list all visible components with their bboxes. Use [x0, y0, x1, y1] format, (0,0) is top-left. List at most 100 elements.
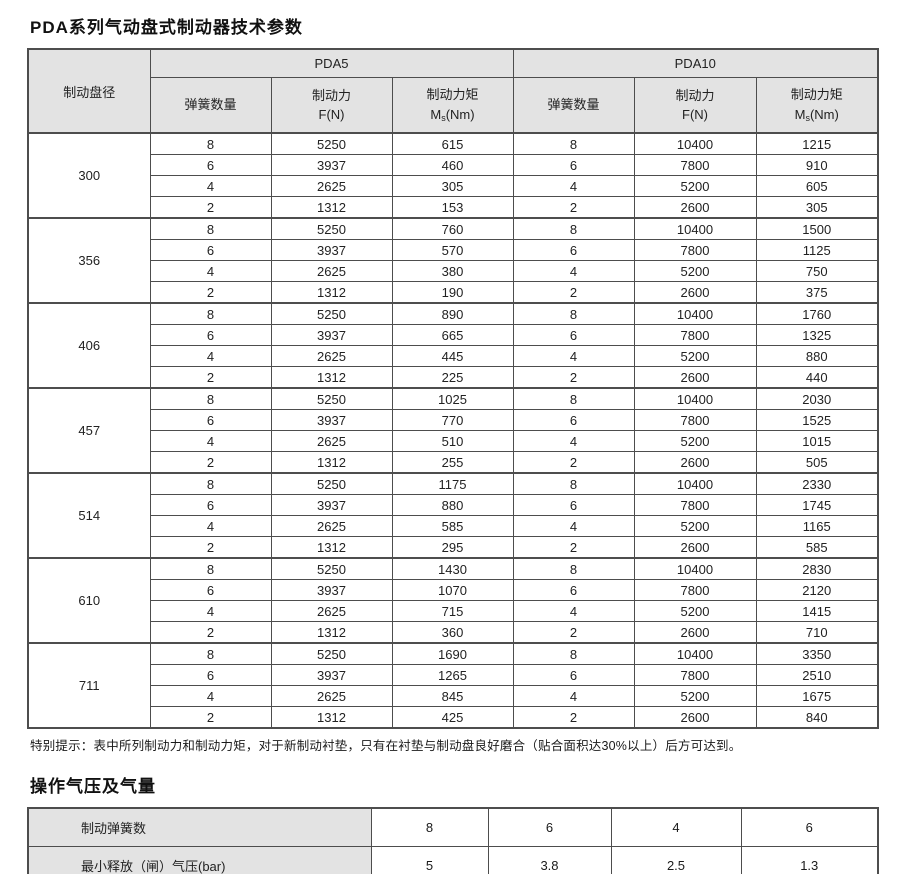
force-cell: 7800	[633, 324, 757, 346]
diameter-cell: 300	[27, 132, 151, 219]
op-row-label: 制动弹簧数	[27, 807, 372, 847]
force-cell: 5250	[270, 387, 393, 410]
force-cell: 10400	[633, 557, 757, 580]
table-row: 2 1312 425 2 2600 840	[28, 706, 879, 729]
torque-cell: 305	[391, 175, 514, 197]
torque-cell: 1415	[755, 600, 879, 622]
force-cell: 3937	[270, 239, 393, 261]
spring-count-cell: 8	[149, 387, 272, 410]
pda5-group-header: PDA5	[149, 48, 514, 78]
op-value-cell: 4	[610, 807, 742, 847]
pda10-torque-header: 制动力矩 Ms(Nm)	[755, 77, 879, 134]
table-row: 2 1312 153 2 2600 305	[28, 196, 879, 219]
torque-cell: 1125	[755, 239, 879, 261]
force-cell: 7800	[633, 154, 757, 176]
spring-count-cell: 6	[149, 494, 272, 516]
op-value-cell: 3.8	[487, 846, 612, 874]
main-spec-table: 制动盘径 PDA5 PDA10 弹簧数量 制动力 F(N) 制动力矩 Ms(Nm…	[27, 48, 879, 729]
force-cell: 5200	[633, 430, 757, 452]
op-row-label: 最小释放（闸）气压(bar)	[27, 846, 372, 874]
pda5-springs-header: 弹簧数量	[149, 77, 272, 134]
table-row: 4 2625 585 4 5200 1165	[28, 515, 879, 537]
torque-cell: 1175	[391, 472, 514, 495]
force-cell: 2600	[633, 281, 757, 304]
torque-cell: 1265	[391, 664, 514, 686]
spring-count-cell: 8	[149, 472, 272, 495]
force-cell: 2600	[633, 706, 757, 729]
force-cell: 2600	[633, 196, 757, 219]
spring-count-cell: 2	[149, 451, 272, 474]
force-cell: 2625	[270, 260, 393, 282]
force-cell: 7800	[633, 239, 757, 261]
torque-cell: 1070	[391, 579, 514, 601]
torque-symbol: M	[794, 106, 806, 122]
torque-cell: 2830	[755, 557, 879, 580]
spring-count-cell: 8	[512, 472, 635, 495]
spring-count-cell: 8	[512, 642, 635, 665]
diameter-cell: 711	[27, 642, 151, 729]
force-cell: 1312	[270, 196, 393, 219]
op-value-cell: 5	[370, 846, 489, 874]
torque-cell: 910	[755, 154, 879, 176]
torque-cell: 585	[755, 536, 879, 559]
spring-count-cell: 6	[512, 664, 635, 686]
table-row: 300 8 5250 615 8 10400 1215	[27, 132, 879, 219]
spring-count-cell: 4	[149, 430, 272, 452]
force-cell: 5250	[270, 472, 393, 495]
diameter-header: 制动盘径	[27, 48, 151, 134]
op-row-springs: 制动弹簧数 8 6 4 6	[27, 807, 879, 847]
force-cell: 1312	[270, 536, 393, 559]
spring-count-cell: 4	[149, 260, 272, 282]
force-cell: 1312	[270, 451, 393, 474]
group-header-row: 制动盘径 PDA5 PDA10	[27, 48, 879, 134]
page-title-main: PDA系列气动盘式制动器技术参数	[30, 18, 303, 37]
torque-header-label: 制动力矩	[426, 87, 479, 102]
torque-cell: 360	[391, 621, 514, 644]
spring-count-cell: 2	[149, 621, 272, 644]
torque-cell: 1675	[755, 685, 879, 707]
spring-count-cell: 8	[149, 132, 272, 155]
torque-cell: 1325	[755, 324, 879, 346]
torque-cell: 760	[391, 217, 514, 240]
spring-count-cell: 6	[512, 494, 635, 516]
spring-count-cell: 2	[512, 621, 635, 644]
spring-count-cell: 4	[149, 175, 272, 197]
torque-cell: 880	[391, 494, 514, 516]
force-cell: 1312	[270, 281, 393, 304]
force-cell: 2625	[270, 345, 393, 367]
spring-count-cell: 8	[512, 387, 635, 410]
spring-count-cell: 2	[512, 451, 635, 474]
op-value-cell: 8	[370, 807, 489, 847]
table-row: 2 1312 360 2 2600 710	[28, 621, 879, 644]
torque-cell: 890	[391, 302, 514, 325]
spring-count-cell: 8	[149, 557, 272, 580]
force-cell: 2625	[270, 430, 393, 452]
spring-count-cell: 6	[149, 664, 272, 686]
diameter-cell: 457	[27, 387, 151, 474]
spring-count-cell: 2	[512, 706, 635, 729]
table-row: 2 1312 190 2 2600 375	[28, 281, 879, 304]
table-row: 4 2625 380 4 5200 750	[28, 260, 879, 282]
torque-header-label: 制动力矩	[790, 87, 843, 102]
spring-count-cell: 4	[512, 600, 635, 622]
torque-cell: 750	[755, 260, 879, 282]
table-row: 6 3937 460 6 7800 910	[28, 154, 879, 176]
force-cell: 10400	[633, 642, 757, 665]
spring-count-cell: 4	[512, 685, 635, 707]
spring-count-cell: 4	[149, 345, 272, 367]
torque-cell: 665	[391, 324, 514, 346]
force-cell: 3937	[270, 154, 393, 176]
torque-cell: 615	[391, 132, 514, 155]
spring-count-cell: 6	[149, 409, 272, 431]
force-cell: 2600	[633, 451, 757, 474]
table-row: 2 1312 255 2 2600 505	[28, 451, 879, 474]
spring-count-cell: 8	[149, 302, 272, 325]
torque-cell: 770	[391, 409, 514, 431]
torque-cell: 1525	[755, 409, 879, 431]
torque-cell: 845	[391, 685, 514, 707]
spring-count-cell: 8	[512, 132, 635, 155]
force-cell: 2600	[633, 366, 757, 389]
table-row: 711 8 5250 1690 8 10400 3350	[27, 642, 879, 729]
column-header-row: 弹簧数量 制动力 F(N) 制动力矩 Ms(Nm) 弹簧数量 制动力 F(N) …	[28, 77, 879, 134]
torque-cell: 510	[391, 430, 514, 452]
